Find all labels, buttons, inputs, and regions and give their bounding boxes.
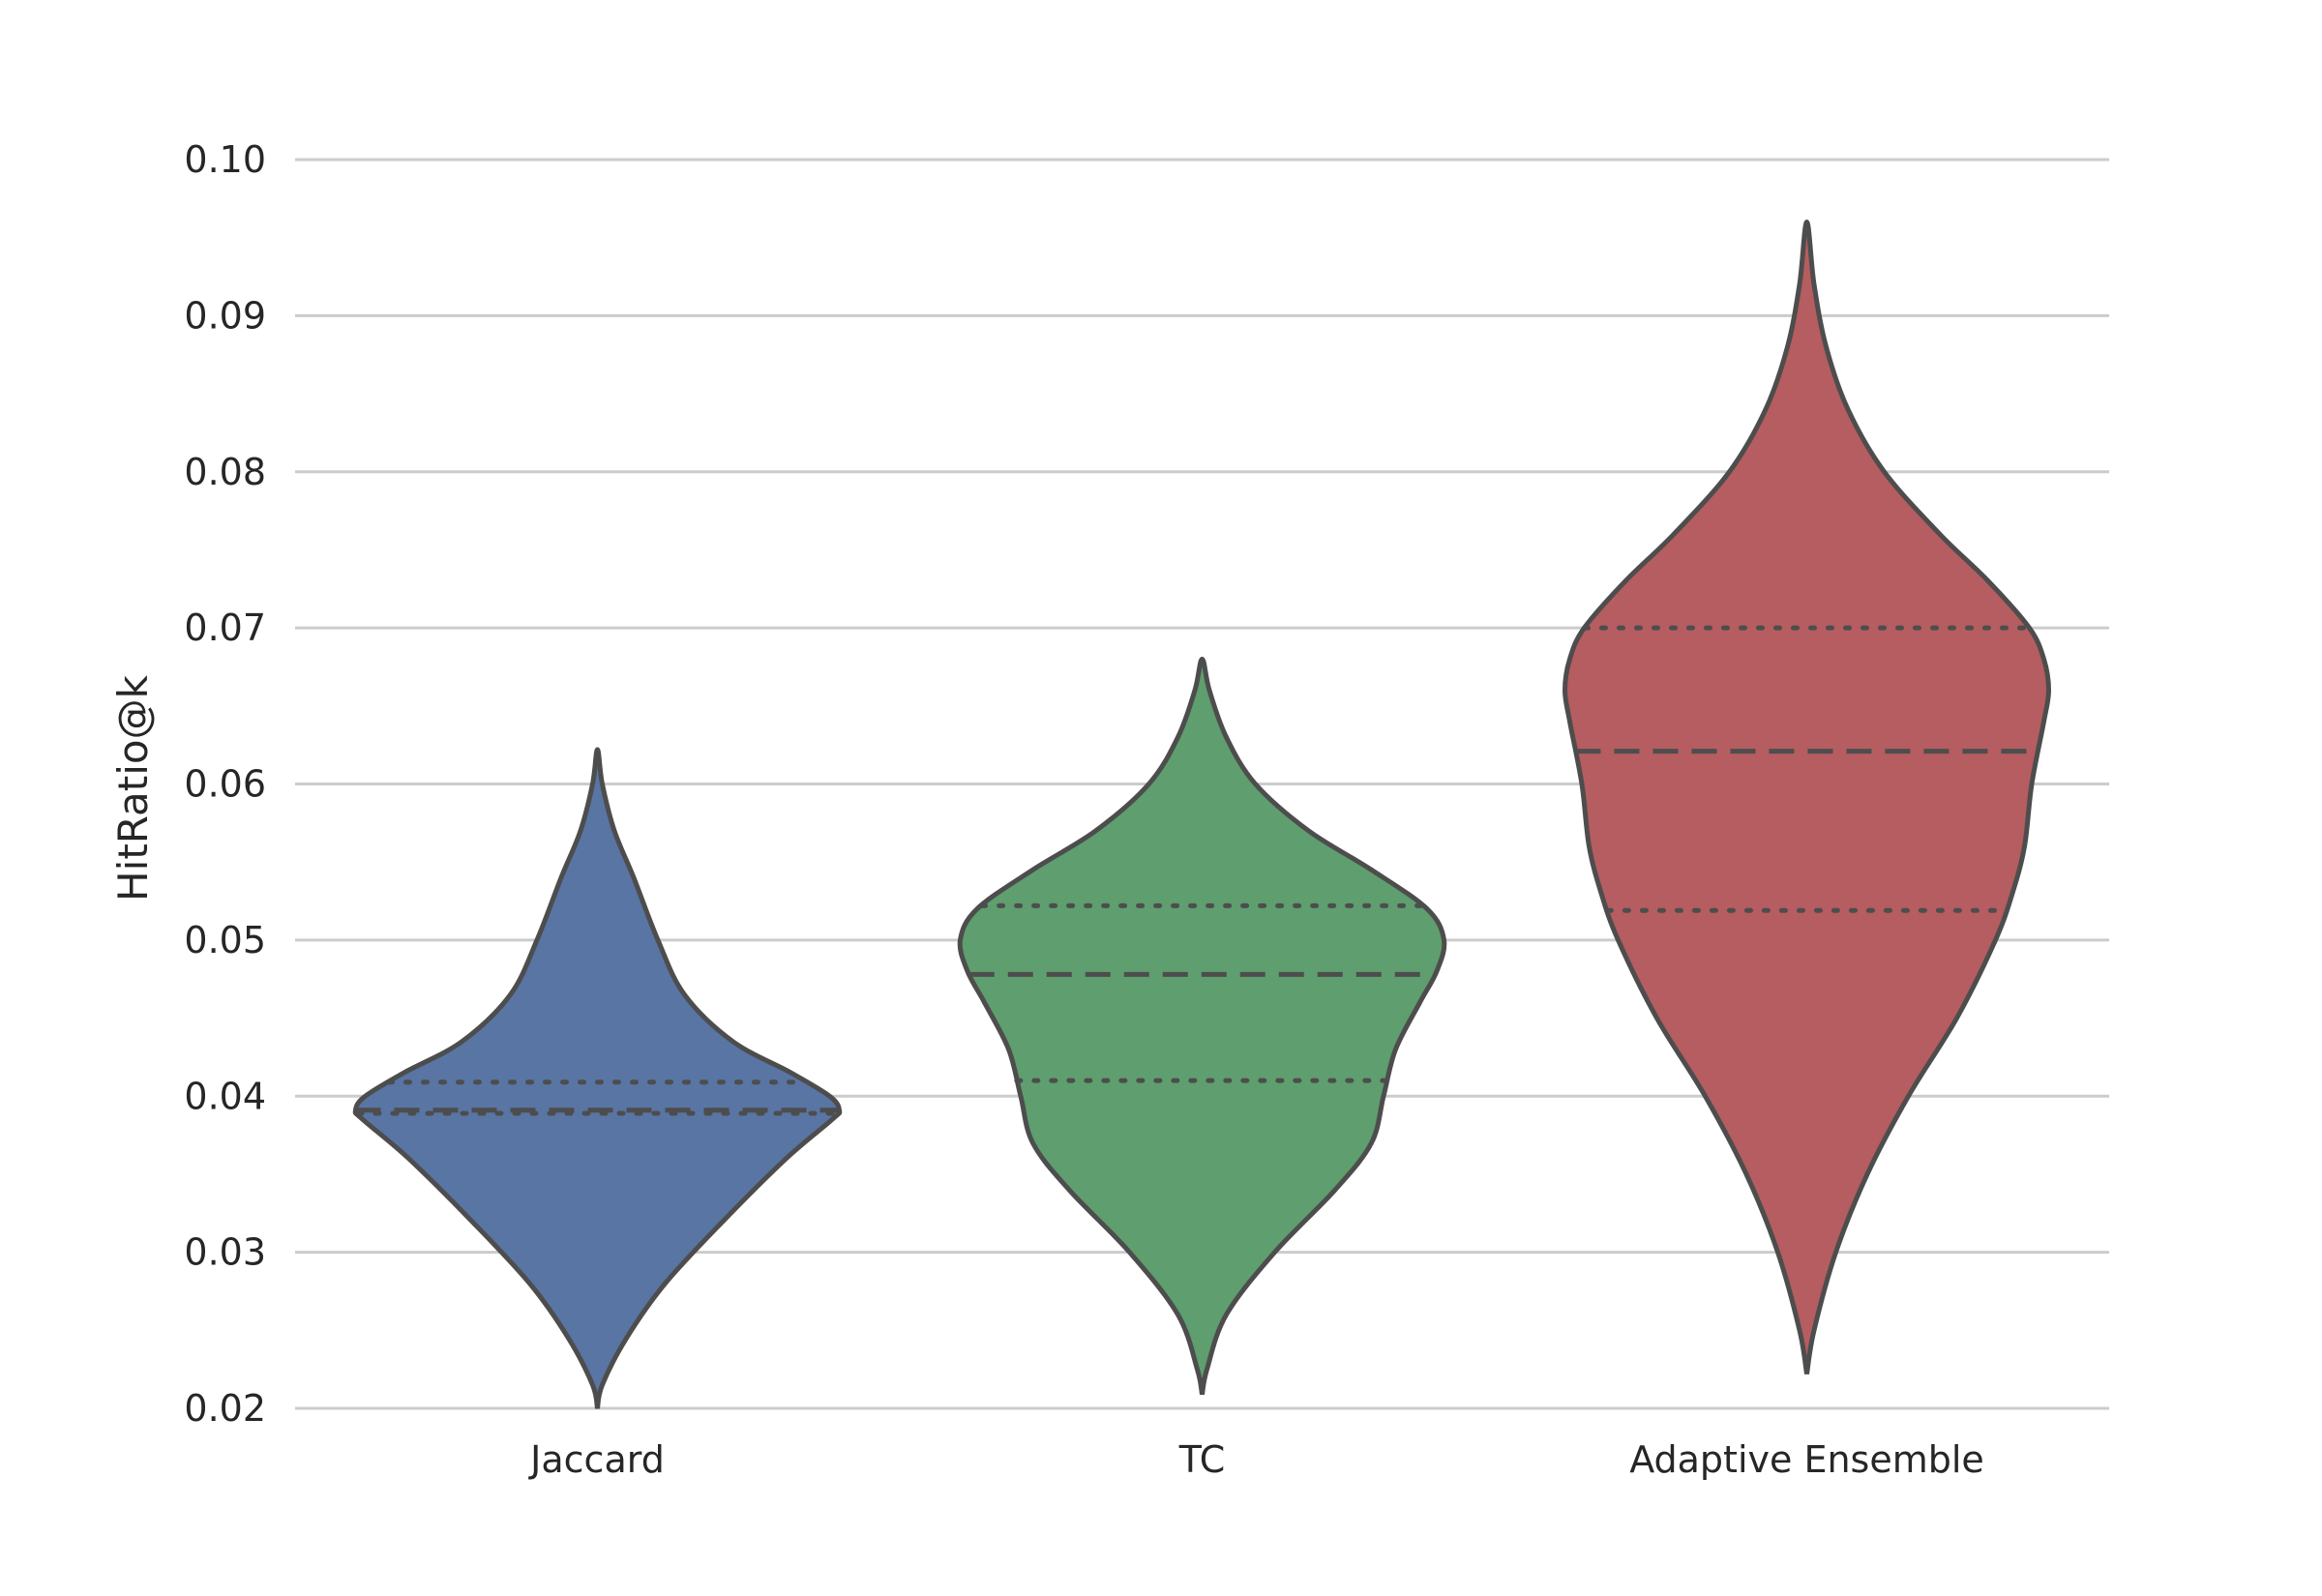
y-tick-label: 0.08 bbox=[184, 451, 266, 493]
y-tick-label: 0.06 bbox=[184, 763, 266, 806]
y-tick-label: 0.02 bbox=[184, 1387, 266, 1430]
y-tick-label: 0.10 bbox=[184, 138, 266, 181]
y-tick-label: 0.04 bbox=[184, 1075, 266, 1117]
violin-jaccard bbox=[352, 747, 843, 1409]
x-tick-label: TC bbox=[1178, 1438, 1226, 1481]
y-tick-labels: 0.02 0.03 0.04 0.05 0.06 0.07 0.08 0.09 0.10 bbox=[184, 138, 266, 1430]
violin-adaptive-ensemble bbox=[1562, 220, 2052, 1374]
y-tick-label: 0.09 bbox=[184, 294, 266, 337]
y-tick-label: 0.07 bbox=[184, 606, 266, 649]
violin-tc bbox=[957, 656, 1447, 1395]
x-tick-label: Adaptive Ensemble bbox=[1629, 1438, 1984, 1481]
violins bbox=[352, 220, 2052, 1409]
x-tick-label: Jaccard bbox=[528, 1438, 665, 1481]
y-tick-label: 0.05 bbox=[184, 919, 266, 961]
violin-body-jaccard bbox=[352, 747, 843, 1409]
y-tick-label: 0.03 bbox=[184, 1231, 266, 1274]
y-axis-label: HitRatio@k bbox=[109, 674, 157, 901]
violin-body-adaptive-ensemble bbox=[1562, 220, 2052, 1374]
x-tick-labels: Jaccard TC Adaptive Ensemble bbox=[528, 1438, 1984, 1481]
violin-body-tc bbox=[957, 656, 1447, 1395]
